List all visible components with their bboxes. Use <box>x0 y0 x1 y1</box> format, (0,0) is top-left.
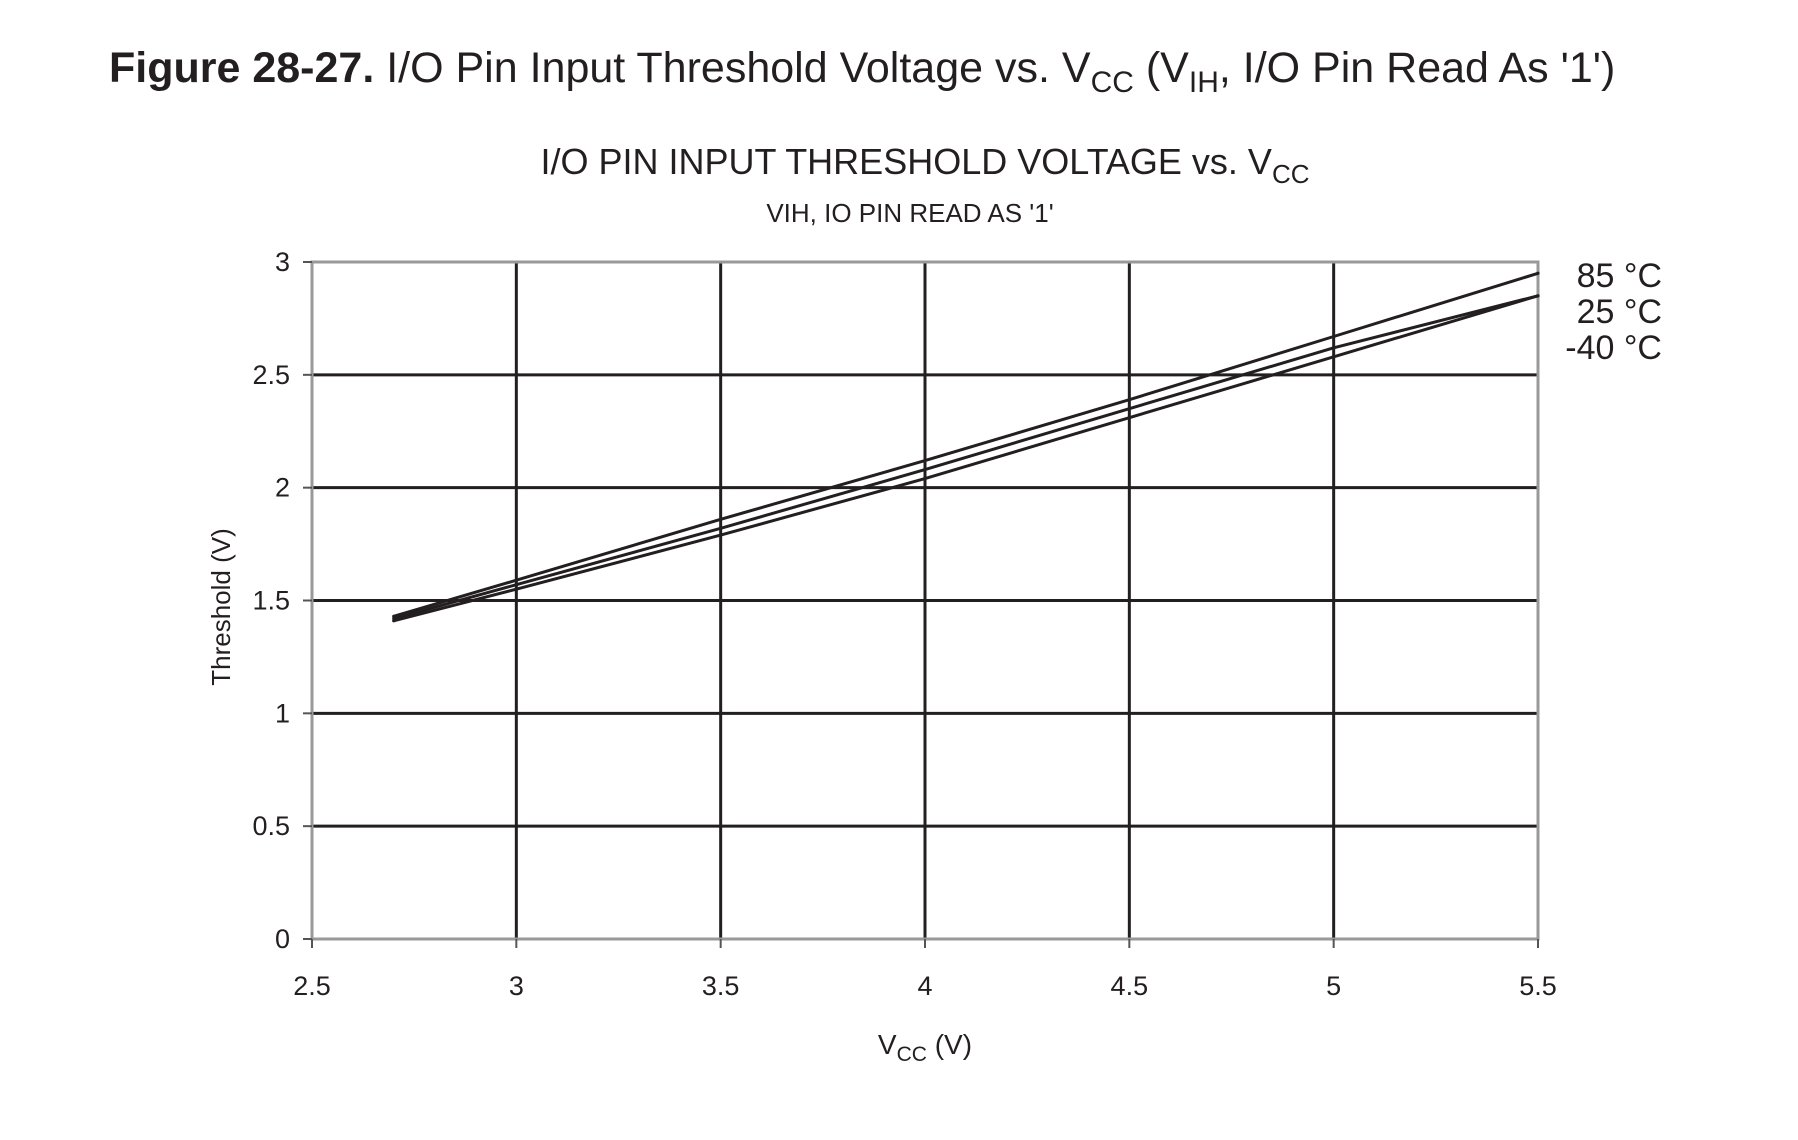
chart-title-sub: CC <box>1272 159 1310 189</box>
x-tick-label: 4.5 <box>1111 971 1149 1001</box>
x-tick-label: 4 <box>917 971 932 1001</box>
chart-title-main: I/O PIN INPUT THRESHOLD VOLTAGE vs. V <box>540 141 1271 182</box>
series-point <box>1332 346 1336 350</box>
x-tick-label: 2.5 <box>293 971 331 1001</box>
legend-entry: 85 °C <box>1577 257 1662 295</box>
series-point <box>1536 271 1540 275</box>
series-point <box>392 619 396 623</box>
series-point <box>719 533 723 537</box>
figure-number: Figure 28-27. <box>109 44 375 92</box>
series-point <box>719 526 723 530</box>
x-axis-label-sub: CC <box>897 1043 927 1066</box>
legend-entry: -40 °C <box>1565 329 1662 367</box>
series-point <box>923 468 927 472</box>
series-point <box>514 587 518 591</box>
x-axis-label: VCC (V) <box>878 1029 972 1066</box>
figure-caption-sub: CC <box>1090 66 1134 99</box>
figure-caption-text: I/O Pin Input Threshold Voltage vs. V <box>386 44 1091 92</box>
series-line <box>393 294 1539 621</box>
figure-caption-text: (V <box>1133 44 1189 92</box>
y-tick-label: 0 <box>275 924 290 954</box>
series-point <box>1127 407 1131 411</box>
figure-caption-text: , I/O Pin Read As '1') <box>1218 44 1616 92</box>
legend: 85 °C25 °C-40 °C <box>1565 257 1662 367</box>
grid-lines <box>312 262 1538 939</box>
x-tick-label: 5 <box>1326 971 1341 1001</box>
y-tick-label: 2.5 <box>252 360 290 390</box>
axis-ticks: 2.5 3 3.5 4 4.5 5 5.5 0 0.5 1 1.5 2 2.5 3 <box>252 247 1556 1001</box>
figure-caption-sub: IH <box>1188 66 1219 99</box>
chart-subtitle: VIH, IO PIN READ AS '1' <box>766 198 1053 228</box>
series-point <box>719 517 723 521</box>
y-tick-label: 0.5 <box>252 811 290 841</box>
series-point <box>923 477 927 481</box>
legend-entry: 25 °C <box>1577 293 1662 331</box>
chart-title: I/O PIN INPUT THRESHOLD VOLTAGE vs. VCC <box>540 141 1309 189</box>
series-point <box>1127 398 1131 402</box>
series-point <box>1536 294 1540 298</box>
x-tick-label: 3 <box>509 971 524 1001</box>
y-axis-label: Threshold (V) <box>206 528 236 686</box>
series-lines <box>392 271 1540 623</box>
series-point <box>923 458 927 463</box>
x-tick-label: 3.5 <box>702 971 740 1001</box>
y-tick-label: 1 <box>275 698 290 728</box>
series-point <box>1332 355 1336 359</box>
y-tick-label: 3 <box>275 247 290 277</box>
series-point <box>514 578 518 582</box>
series-line <box>393 271 1539 618</box>
figure-caption: Figure 28-27. I/O Pin Input Threshold Vo… <box>109 44 1616 98</box>
series-point <box>1332 334 1336 339</box>
y-tick-label: 1.5 <box>252 586 290 616</box>
x-axis-label-main: V <box>878 1029 897 1060</box>
series-point <box>514 583 518 587</box>
y-tick-label: 2 <box>275 473 290 503</box>
series-point <box>1127 416 1131 420</box>
x-tick-label: 5.5 <box>1519 971 1557 1001</box>
x-axis-label-unit: (V) <box>927 1029 972 1060</box>
